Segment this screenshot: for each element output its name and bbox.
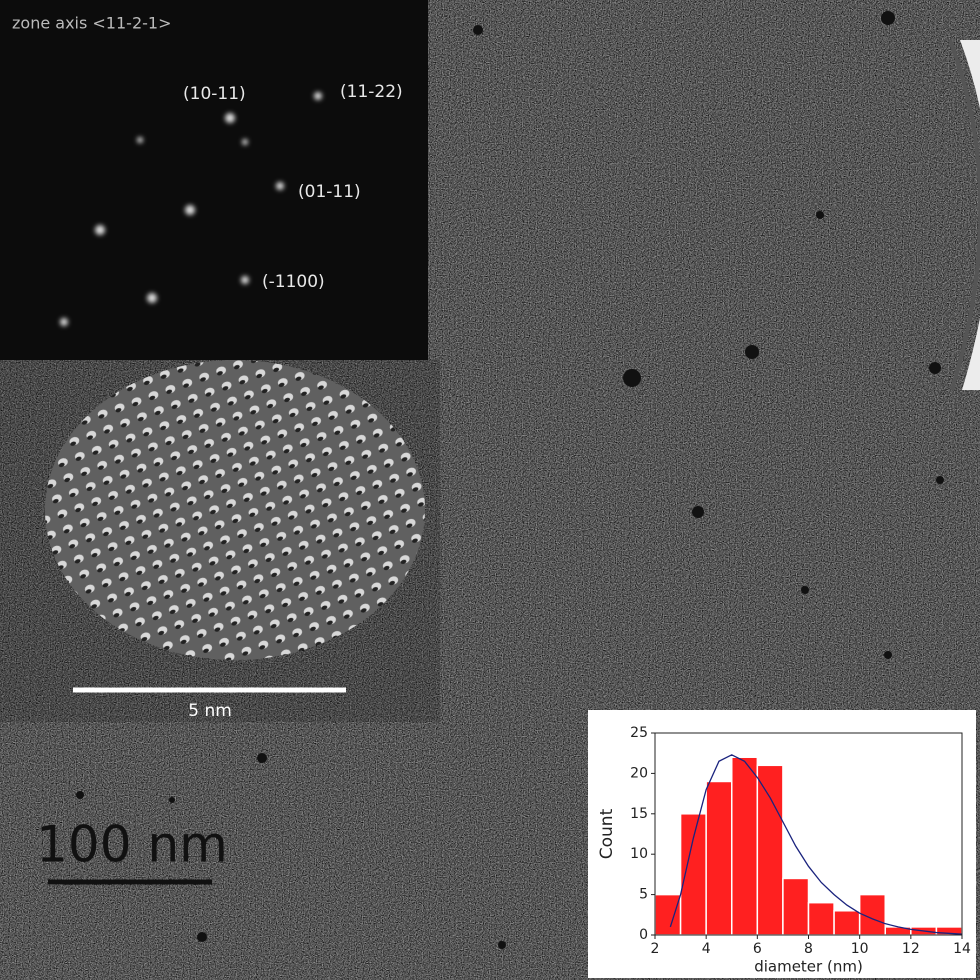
y-tick-label: 25 [630,725,648,741]
y-tick-label: 0 [639,927,648,943]
bar [679,813,707,936]
x-axis-label: diameter (nm) [754,958,863,976]
bar [833,910,861,936]
lattice [45,360,425,660]
y-tick-label: 20 [630,765,648,781]
x-tick-label: 2 [651,941,660,957]
bar [807,901,835,936]
film-edge [948,39,980,391]
fft-label: (10-11) [183,84,246,104]
fft-inset [0,0,428,360]
fft-spots [60,92,322,326]
particles [76,11,944,949]
fft-title: zone axis <11-2-1> [12,14,171,33]
x-tick-label: 12 [902,941,920,957]
y-tick-label: 15 [630,806,648,822]
fft-label: (11-22) [340,82,403,102]
fft-label: (-1100) [262,272,325,292]
bar [654,893,682,936]
bar [705,780,733,936]
y-tick-label: 10 [630,846,648,862]
film-hole [960,40,980,390]
x-tick-label: 14 [953,941,971,957]
bar [756,764,784,936]
x-tick-label: 8 [804,941,813,957]
y-axis-label: Count [597,808,617,859]
bar [731,756,759,936]
scale-bar-label: 5 nm [188,701,232,721]
fit-curve [669,754,963,935]
fft-label: (01-11) [298,182,361,202]
x-tick-label: 6 [753,941,762,957]
scale-bar-label: 100 nm [36,816,228,874]
y-tick-label: 5 [639,887,648,903]
x-tick-label: 10 [851,941,869,957]
x-tick-label: 4 [702,941,711,957]
bar [782,877,810,936]
